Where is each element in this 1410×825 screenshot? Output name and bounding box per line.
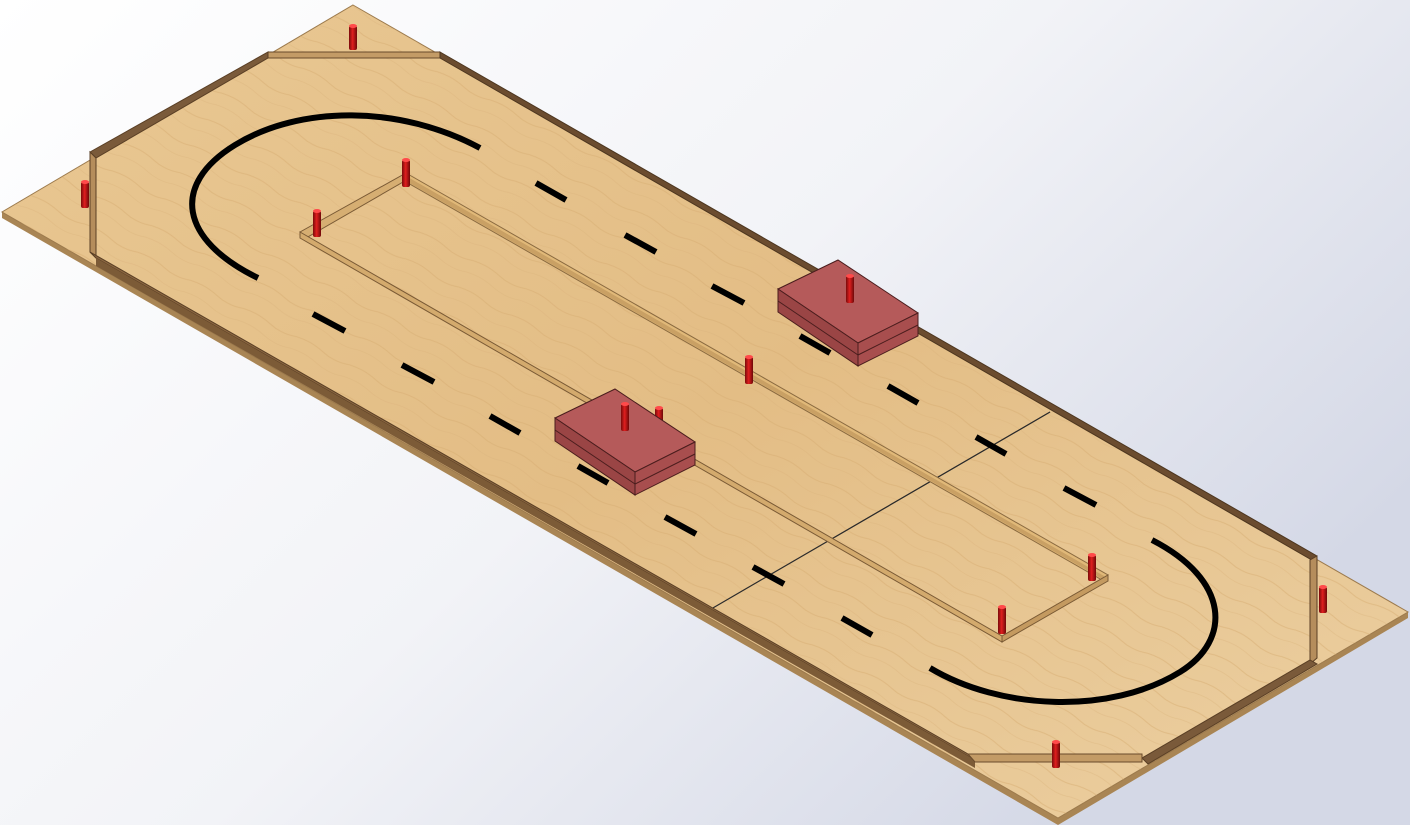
post-island-mid bbox=[745, 355, 753, 384]
track-dashes-lower bbox=[311, 311, 874, 638]
track-dashes-upper bbox=[534, 180, 1098, 508]
post-right-end bbox=[1319, 585, 1327, 613]
post-island-top bbox=[402, 158, 410, 187]
post-island-left bbox=[313, 209, 321, 237]
track-curve-left bbox=[189, 112, 482, 281]
post-left-end bbox=[81, 180, 89, 208]
post-bottom-center bbox=[1052, 740, 1060, 768]
post-island-bottom bbox=[998, 605, 1006, 634]
block-lower bbox=[553, 388, 696, 496]
post-island-right bbox=[1088, 553, 1096, 581]
block-upper bbox=[776, 259, 919, 367]
post-top-center bbox=[349, 24, 357, 50]
track-curve-right bbox=[928, 537, 1219, 705]
